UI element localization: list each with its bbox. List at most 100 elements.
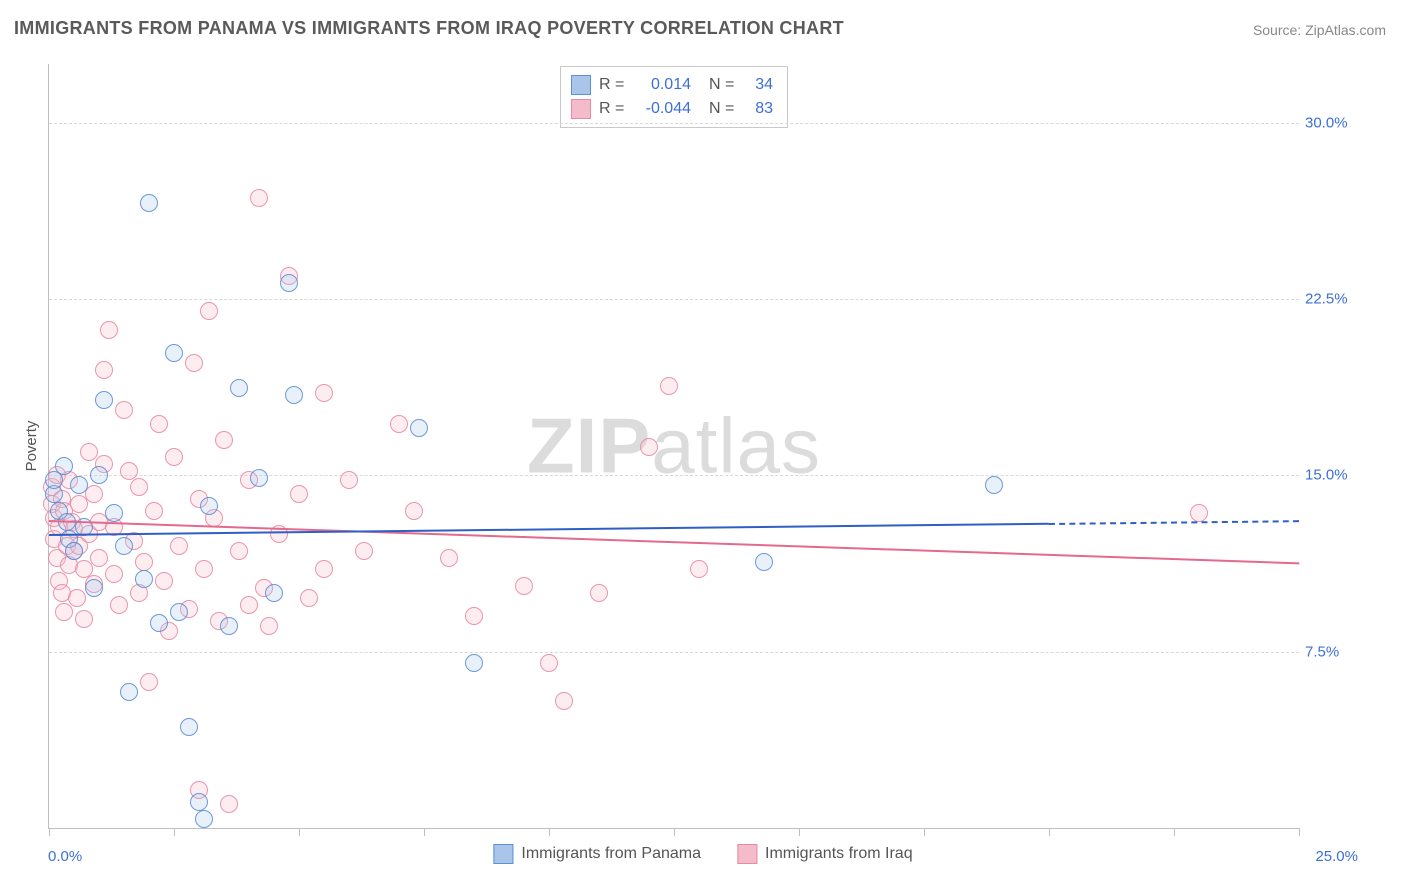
data-point-iraq	[250, 189, 268, 207]
data-point-iraq	[440, 549, 458, 567]
data-point-iraq	[95, 361, 113, 379]
x-tick	[799, 828, 800, 836]
data-point-iraq	[640, 438, 658, 456]
legend-n-label: N =	[709, 97, 737, 121]
data-point-iraq	[145, 502, 163, 520]
data-point-panama	[85, 579, 103, 597]
y-tick-label: 30.0%	[1305, 114, 1361, 131]
data-point-panama	[95, 391, 113, 409]
y-axis-label: Poverty	[23, 421, 40, 472]
x-tick	[549, 828, 550, 836]
data-point-iraq	[515, 577, 533, 595]
data-point-iraq	[1190, 504, 1208, 522]
data-point-panama	[140, 194, 158, 212]
data-point-iraq	[90, 549, 108, 567]
legend-r-value-panama: 0.014	[635, 73, 691, 97]
x-tick	[174, 828, 175, 836]
data-point-panama	[190, 793, 208, 811]
data-point-iraq	[165, 448, 183, 466]
trendline-panama-dashed	[1049, 520, 1299, 525]
data-point-panama	[280, 274, 298, 292]
data-point-panama	[195, 810, 213, 828]
data-point-panama	[985, 476, 1003, 494]
data-point-iraq	[75, 610, 93, 628]
data-point-iraq	[200, 302, 218, 320]
data-point-panama	[65, 542, 83, 560]
data-point-panama	[265, 584, 283, 602]
data-point-iraq	[120, 462, 138, 480]
data-point-iraq	[315, 384, 333, 402]
data-point-iraq	[540, 654, 558, 672]
y-tick-label: 22.5%	[1305, 291, 1361, 308]
data-point-iraq	[690, 560, 708, 578]
plot-area: ZIPatlas R = 0.014 N = 34 R = -0.044 N =…	[48, 64, 1299, 829]
data-point-panama	[755, 553, 773, 571]
legend-label-panama: Immigrants from Panama	[521, 845, 701, 863]
x-tick	[49, 828, 50, 836]
legend-n-label: N =	[709, 73, 737, 97]
gridline	[49, 299, 1299, 300]
data-point-panama	[200, 497, 218, 515]
data-point-iraq	[290, 485, 308, 503]
data-point-iraq	[315, 560, 333, 578]
gridline	[49, 475, 1299, 476]
legend-item-iraq: Immigrants from Iraq	[737, 844, 913, 864]
data-point-panama	[55, 457, 73, 475]
data-point-iraq	[100, 321, 118, 339]
gridline	[49, 123, 1299, 124]
legend-n-value-iraq: 83	[745, 97, 773, 121]
x-tick	[1049, 828, 1050, 836]
y-tick-label: 7.5%	[1305, 643, 1361, 660]
x-tick	[1174, 828, 1175, 836]
legend-bottom: Immigrants from Panama Immigrants from I…	[493, 844, 912, 864]
x-tick	[424, 828, 425, 836]
data-point-panama	[90, 466, 108, 484]
data-point-iraq	[85, 485, 103, 503]
legend-n-value-panama: 34	[745, 73, 773, 97]
y-tick-label: 15.0%	[1305, 467, 1361, 484]
source-link[interactable]: ZipAtlas.com	[1305, 22, 1386, 38]
data-point-panama	[410, 419, 428, 437]
watermark: ZIPatlas	[527, 401, 821, 492]
legend-r-value-iraq: -0.044	[635, 97, 691, 121]
data-point-iraq	[215, 431, 233, 449]
data-point-iraq	[135, 553, 153, 571]
data-point-iraq	[105, 565, 123, 583]
data-point-iraq	[155, 572, 173, 590]
data-point-panama	[150, 614, 168, 632]
data-point-iraq	[300, 589, 318, 607]
x-axis-min-label: 0.0%	[48, 848, 82, 865]
data-point-panama	[105, 504, 123, 522]
legend-correlation-box: R = 0.014 N = 34 R = -0.044 N = 83	[560, 66, 788, 128]
data-point-iraq	[555, 692, 573, 710]
data-point-panama	[285, 386, 303, 404]
data-point-panama	[135, 570, 153, 588]
data-point-iraq	[240, 596, 258, 614]
data-point-panama	[165, 344, 183, 362]
data-point-iraq	[465, 607, 483, 625]
legend-row-panama: R = 0.014 N = 34	[571, 73, 773, 97]
legend-swatch-panama	[571, 75, 591, 95]
source-attribution: Source: ZipAtlas.com	[1253, 22, 1386, 38]
data-point-iraq	[140, 673, 158, 691]
legend-r-label: R =	[599, 97, 627, 121]
legend-label-iraq: Immigrants from Iraq	[765, 845, 913, 863]
data-point-iraq	[170, 537, 188, 555]
legend-row-iraq: R = -0.044 N = 83	[571, 97, 773, 121]
data-point-iraq	[195, 560, 213, 578]
legend-r-label: R =	[599, 73, 627, 97]
legend-item-panama: Immigrants from Panama	[493, 844, 701, 864]
x-tick	[924, 828, 925, 836]
data-point-iraq	[230, 542, 248, 560]
data-point-panama	[250, 469, 268, 487]
data-point-iraq	[355, 542, 373, 560]
data-point-iraq	[115, 401, 133, 419]
chart-title: IMMIGRANTS FROM PANAMA VS IMMIGRANTS FRO…	[14, 18, 844, 39]
data-point-panama	[220, 617, 238, 635]
data-point-iraq	[110, 596, 128, 614]
data-point-iraq	[55, 603, 73, 621]
gridline	[49, 652, 1299, 653]
data-point-panama	[170, 603, 188, 621]
data-point-iraq	[405, 502, 423, 520]
data-point-panama	[180, 718, 198, 736]
